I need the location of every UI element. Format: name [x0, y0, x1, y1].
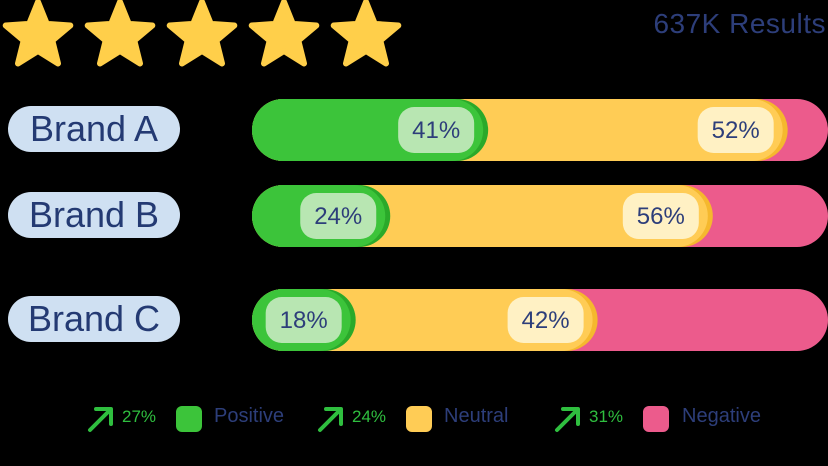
trend-up-arrow-icon — [553, 402, 583, 439]
brand-label: Brand A — [8, 106, 180, 152]
stars-graphic — [2, 0, 402, 67]
brand-row: Brand C 18% 42% — [0, 288, 828, 352]
legend-label: Negative — [682, 405, 761, 427]
positive-value-label: 24% — [314, 203, 362, 230]
positive-value-label-bg — [300, 193, 377, 239]
legend: 27% Positive 24% Neutral 31% Negative — [0, 400, 828, 436]
neutral-value-label-bg — [622, 193, 699, 239]
neutral-value-label-bg — [697, 107, 774, 153]
brand-label: Brand B — [8, 192, 180, 238]
legend-swatch-negative — [643, 406, 669, 432]
neutral-value-label: 56% — [637, 203, 685, 230]
legend-swatch-neutral — [406, 406, 432, 432]
neutral-value-label-bg — [507, 297, 584, 343]
positive-value-label-bg — [265, 297, 342, 343]
star-icon — [84, 0, 156, 67]
legend-trend-value: 31% — [589, 407, 624, 426]
results-count: 637K Results — [653, 8, 826, 39]
neutral-value-label: 52% — [712, 117, 760, 144]
stacked-bar: 41% 52% — [252, 99, 828, 161]
legend-label: Positive — [214, 405, 285, 427]
star-icon — [248, 0, 320, 67]
stacked-bar: 24% 56% — [252, 185, 828, 247]
star-icon — [2, 0, 74, 67]
stacked-bar: 18% 42% — [252, 289, 828, 351]
trend-up-arrow-icon — [316, 402, 346, 439]
legend-swatch-positive — [176, 406, 202, 432]
star-icon — [330, 0, 402, 67]
positive-value-label: 41% — [412, 117, 460, 144]
star-icon — [166, 0, 238, 67]
positive-value-label: 18% — [280, 307, 328, 334]
legend-trend-value: 27% — [122, 407, 157, 426]
brand-row: Brand B 24% 56% — [0, 184, 828, 248]
star-rating — [2, 0, 402, 72]
brand-row: Brand A 41% 52% — [0, 98, 828, 162]
neutral-value-label: 42% — [522, 307, 570, 334]
brand-label: Brand C — [8, 296, 180, 342]
legend-label: Neutral — [444, 405, 509, 427]
trend-up-arrow-icon — [86, 402, 116, 439]
positive-value-label-bg — [398, 107, 475, 153]
legend-trend-value: 24% — [352, 407, 387, 426]
